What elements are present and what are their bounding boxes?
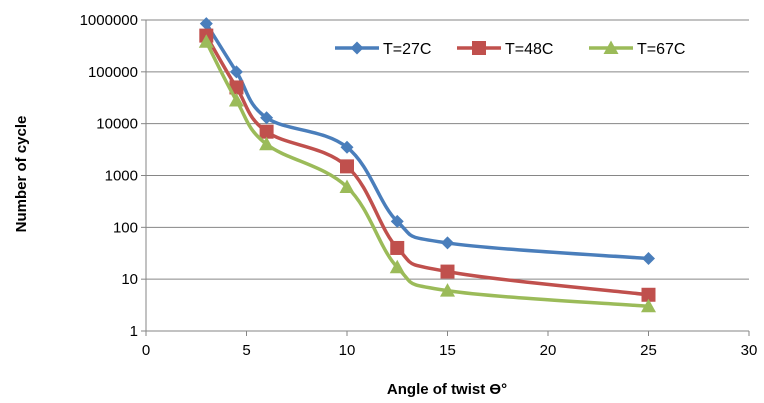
data-point: [440, 264, 455, 279]
y-tick-label: 100000: [88, 64, 138, 81]
data-point: [260, 111, 274, 125]
y-tick-label: 1000000: [80, 12, 138, 29]
x-tick-label: 30: [741, 342, 758, 359]
series-T=67C: [198, 34, 656, 313]
data-point: [441, 236, 454, 250]
y-tick-label: 10000: [96, 116, 138, 133]
series-line: [204, 22, 649, 261]
series-line: [204, 34, 649, 297]
data-point: [259, 124, 274, 139]
data-point: [340, 159, 354, 174]
legend-label: T=27C: [383, 41, 431, 58]
data-point: [339, 179, 355, 193]
x-tick-label: 0: [142, 342, 150, 359]
series-T=27C: [199, 17, 655, 266]
legend-label: T=67C: [637, 41, 685, 58]
legend-item: T=48C: [457, 41, 553, 58]
data-point: [390, 240, 405, 255]
y-tick-label: 1: [130, 323, 138, 340]
x-tick-label: 15: [439, 342, 456, 359]
data-point: [198, 34, 214, 48]
legend-marker: [603, 40, 619, 54]
data-point: [390, 214, 404, 228]
y-tick-label: 10: [121, 271, 138, 288]
legend-marker: [472, 41, 486, 55]
x-axis-tick-labels: 0 5 10 15 20 25 30: [142, 342, 758, 359]
series-T=48C: [199, 28, 656, 302]
data-point: [642, 252, 655, 266]
x-tick-label: 5: [242, 342, 250, 359]
y-tick-label: 100: [113, 219, 138, 236]
x-tick-label: 20: [540, 342, 557, 359]
axes: [141, 19, 750, 336]
data-point: [340, 140, 354, 154]
data-point: [440, 283, 455, 297]
y-axis-title: Number of cycle: [13, 116, 30, 233]
legend: T=27C T=48C T=67C: [335, 40, 685, 58]
legend-item: T=67C: [589, 40, 685, 58]
x-tick-label: 10: [339, 342, 356, 359]
data-point: [259, 136, 275, 151]
data-point: [389, 259, 405, 274]
series-lines: [198, 17, 656, 313]
y-axis-tick-labels: 1 10 100 1000 10000 100000 1000000: [80, 12, 138, 340]
data-point: [229, 65, 243, 79]
x-axis-title: Angle of twist Ɵ°: [387, 381, 507, 398]
y-tick-label: 1000: [105, 168, 138, 185]
x-tick-label: 25: [640, 342, 657, 359]
data-point: [199, 17, 213, 31]
data-point: [641, 298, 656, 313]
data-point: [228, 92, 244, 107]
legend-item: T=27C: [335, 41, 431, 58]
legend-marker: [350, 41, 364, 55]
data-point: [641, 287, 656, 302]
legend-label: T=48C: [505, 41, 553, 58]
